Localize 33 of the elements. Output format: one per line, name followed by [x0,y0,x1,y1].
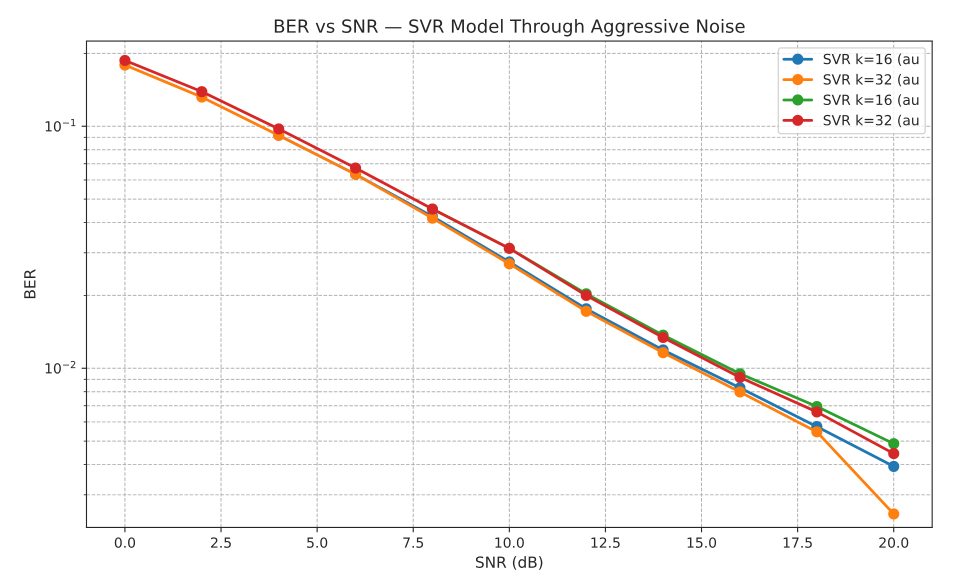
point [273,123,284,134]
x-axis-title: SNR (dB) [476,556,542,570]
point [119,54,130,66]
x-tick-label: 5.0 [307,537,328,548]
x-tick-label: 15.0 [688,537,716,548]
x-tick-label: 0.0 [114,537,136,548]
point [734,372,746,383]
chart-title: BER vs SNR — SVR Model Through Aggressive Noise [274,18,745,36]
point [888,460,900,472]
legend-label: SVR k=32 (au [824,74,918,86]
x-tick-label: 17.5 [784,538,812,548]
point [658,332,669,344]
x-tick-label: 12.5 [591,537,620,548]
point [734,386,746,398]
y-tick-label: 10$^{−2}$ [46,360,76,374]
x-tick-label: 2.5 [211,537,231,548]
point [196,86,208,98]
point [350,162,362,174]
point [658,347,669,358]
legend-label: SVR k=16 (au [824,94,918,107]
point [888,438,900,450]
y-axis-title: BER [24,269,36,298]
y-tick-label: 10$^{−1}$ [46,119,76,132]
x-tick-label: 20.0 [879,537,908,548]
point [888,508,900,520]
point [580,306,592,317]
point [811,406,822,418]
x-tick-label: 7.5 [403,538,424,548]
x-tick-label: 10.0 [495,537,524,548]
legend-label: SVR k=32 (au [824,114,918,128]
point [811,426,822,438]
legend-label: SVR k=16 (au [824,54,918,66]
point [888,448,900,460]
